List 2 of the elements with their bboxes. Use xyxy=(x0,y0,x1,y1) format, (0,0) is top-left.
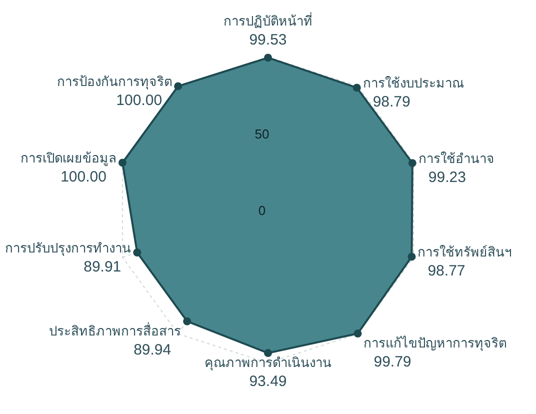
y-tick-label: 0 xyxy=(258,203,266,218)
y-tick-label: 50 xyxy=(254,126,270,142)
